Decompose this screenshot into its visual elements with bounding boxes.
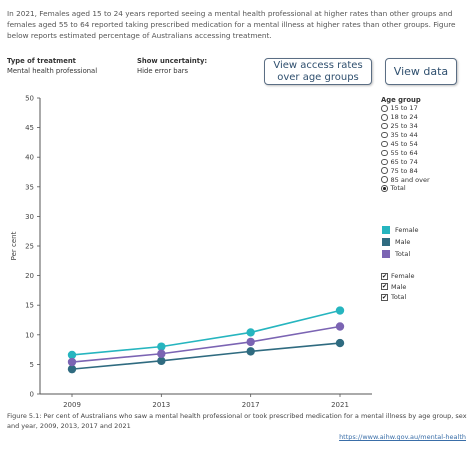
radio-button[interactable] [381,131,388,139]
x-tick-label: 2021 [331,401,349,409]
age-group-option[interactable]: 15 to 17 [381,104,430,113]
uncertainty-dropdown[interactable]: Hide error bars [137,67,189,75]
sex-filter-label: Total [391,293,407,302]
y-tick-label: 50 [25,95,34,103]
radio-button[interactable] [381,167,388,174]
age-group-option[interactable]: 75 to 84 [381,166,430,175]
series-line-female [71,309,341,356]
sex-filter-option[interactable]: ✔ Female [381,271,415,282]
data-point-total [67,357,77,367]
y-tick-label: 25 [25,243,34,251]
radio-button[interactable] [381,105,388,112]
legend-item: Male [382,236,419,248]
age-group-option-label: Total [390,184,406,193]
checkbox[interactable]: ✔ [381,293,388,301]
x-tick-label: 2017 [242,401,260,409]
age-group-option-label: 25 to 34 [390,122,418,131]
data-point-female [335,306,345,315]
sex-color-legend: Female Male Total [382,224,419,260]
legend-label: Male [395,238,411,246]
line-chart: 0 5 10 15 20 25 30 35 40 45 50 2009 2013 2017 2021 Per … [10,95,372,409]
series-line-male [71,342,341,370]
figure-caption: Figure 5.1: Per cent of Australians who … [7,412,467,430]
intro-text: In 2021, Females aged 15 to 24 years rep… [7,9,456,40]
age-group-option-label: 18 to 24 [390,113,418,122]
age-group-radio-list: 15 to 17 18 to 24 25 to 34 35 to 44 45 to 54… [381,104,430,193]
sex-filter-list: ✔ Female ✔ Male ✔ Total [381,271,415,303]
age-group-option[interactable]: 55 to 64 [381,148,430,157]
y-tick-label: 30 [25,213,34,221]
age-group-option[interactable]: 35 to 44 [381,131,430,140]
view-data-button[interactable]: View data [385,58,457,85]
radio-button[interactable] [381,149,388,157]
y-tick-label: 0 [30,391,34,399]
sex-filter-option[interactable]: ✔ Total [381,292,415,303]
legend-swatch [382,250,390,258]
data-point-male [157,356,166,366]
y-axis-label: Per cent [10,231,18,260]
radio-button[interactable] [381,122,388,130]
y-tick-label: 20 [25,272,34,280]
radio-button[interactable] [381,140,388,148]
y-tick-label: 35 [25,183,34,191]
sex-filter-label: Male [391,282,407,291]
y-tick-label: 40 [25,154,34,162]
age-group-option-label: 35 to 44 [390,131,418,140]
age-group-option[interactable]: 18 to 24 [381,113,430,122]
y-tick-label: 45 [25,124,34,132]
data-point-total [335,322,345,331]
legend-label: Female [395,226,419,234]
legend-swatch [382,226,390,234]
age-group-option[interactable]: 45 to 54 [381,140,430,149]
radio-button[interactable] [381,114,388,121]
data-point-total [157,349,166,358]
radio-button[interactable] [381,176,388,183]
age-group-option-label: 75 to 84 [390,166,418,175]
data-point-male [67,364,77,374]
y-tick-label: 10 [25,331,34,339]
age-group-option[interactable]: 25 to 34 [381,122,430,131]
treatment-label: Type of treatment [7,57,76,65]
age-group-option-label: 85 and over [390,175,430,184]
data-point-male [246,347,255,356]
data-point-female [246,328,255,337]
y-tick-label: 15 [25,302,34,310]
sex-filter-label: Female [391,272,415,281]
age-group-option[interactable]: 85 and over [381,175,430,184]
age-group-title: Age group [381,96,421,104]
radio-button[interactable] [381,158,388,166]
data-point-female [67,350,77,360]
age-group-option[interactable]: Total [381,184,430,193]
age-group-option-label: 55 to 64 [390,148,418,157]
checkbox[interactable]: ✔ [381,283,388,291]
view-access-rates-button[interactable]: View access rates over age groups [264,58,372,85]
series-line-total [71,325,341,363]
x-tick-label: 2013 [152,401,170,409]
age-group-option-label: 45 to 54 [390,140,418,148]
x-tick-label: 2009 [63,401,81,409]
legend-item: Total [382,248,419,260]
legend-swatch [382,238,390,246]
uncertainty-label: Show uncertainty: [137,57,208,65]
sex-filter-option[interactable]: ✔ Male [381,282,415,293]
treatment-dropdown[interactable]: Mental health professional [7,67,98,75]
age-group-option[interactable]: 65 to 74 [381,157,430,166]
y-tick-label: 5 [30,361,34,369]
checkbox[interactable]: ✔ [381,272,388,280]
source-link[interactable]: https://www.aihw.gov.au/mental-health [339,433,466,441]
legend-item: Female [382,224,419,236]
legend-label: Total [395,250,411,258]
age-group-option-label: 15 to 17 [390,104,418,113]
radio-button[interactable] [381,185,388,192]
data-point-total [246,337,255,347]
data-point-female [157,342,166,351]
data-point-male [335,338,345,348]
age-group-option-label: 65 to 74 [390,157,418,166]
